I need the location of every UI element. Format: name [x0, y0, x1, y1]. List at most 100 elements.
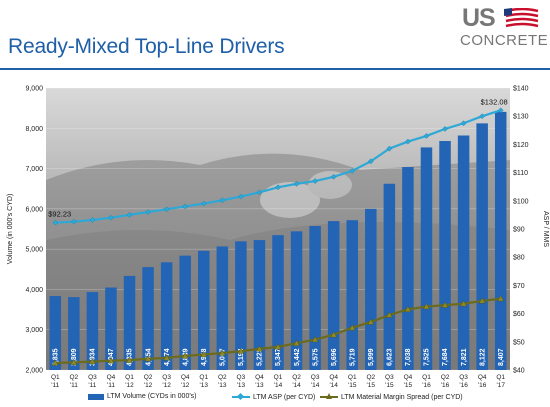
y2-tick-label: $120 [513, 142, 529, 149]
margin-point [404, 305, 412, 312]
asp-point [497, 107, 504, 114]
margin-point [70, 358, 78, 365]
asp-point [386, 145, 393, 152]
volume-bar [272, 235, 284, 370]
margin-spread-line [51, 295, 505, 366]
y2-axis-ticks: $40 $50 $60 $70 $80 $90 $100 $110 $120 $130 $140 [513, 86, 529, 375]
bar-value-label: 3,835 [52, 348, 59, 366]
margin-point [348, 324, 356, 331]
bar-value-label: 7,038 [405, 348, 412, 366]
legend-label-volume: LTM Volume (CYDs in 000's) [107, 393, 197, 400]
legend-item-asp: LTM ASP (per CYD) [232, 392, 315, 401]
y-tick-label: 7,000 [25, 166, 43, 173]
bar-value-label: 5,067 [220, 348, 227, 366]
x-tick-label: Q3 [162, 374, 171, 381]
margin-point [126, 356, 133, 363]
x-tick-label: Q2 [366, 374, 375, 381]
asp-point [460, 120, 467, 127]
x-tick-label: Q1 [51, 374, 60, 381]
margin-point [330, 331, 338, 338]
asp-point [293, 180, 300, 187]
x-tick-label: '11 [51, 382, 59, 389]
margin-point [423, 303, 430, 310]
x-tick-label: Q3 [311, 374, 320, 381]
y-tick-label: 5,000 [25, 247, 43, 254]
x-tick-label: '12 [181, 382, 190, 389]
bar-value-label: 4,335 [127, 348, 134, 366]
y2-tick-label: $70 [513, 283, 525, 290]
x-tick-label: Q3 [88, 374, 97, 381]
y2-tick-label: $50 [513, 339, 525, 346]
x-tick-label: '15 [348, 382, 357, 389]
x-tick-label: '11 [70, 382, 78, 389]
volume-bars [49, 111, 507, 371]
x-tick-label: '16 [422, 382, 431, 389]
bar-value-label: 6,623 [387, 348, 394, 366]
legend-label-margin: LTM Material Margin Spread (per CYD) [341, 393, 463, 401]
x-tick-label: '15 [404, 382, 413, 389]
x-tick-label: Q2 [441, 374, 450, 381]
bar-value-label: 5,347 [275, 348, 282, 366]
margin-point [460, 300, 467, 307]
asp-point [108, 214, 114, 221]
asp-point [126, 212, 133, 218]
x-tick-label: Q2 [70, 374, 79, 381]
asp-point [442, 126, 448, 132]
volume-bar [290, 231, 303, 370]
legend-swatch-volume [88, 393, 104, 400]
volume-bar [86, 292, 99, 370]
x-tick-label: Q4 [329, 374, 338, 381]
legend-swatch-asp [232, 392, 250, 401]
asp-point [89, 217, 96, 223]
asp-point [275, 184, 281, 191]
x-tick-label: '13 [218, 382, 227, 389]
x-tick-label: '12 [144, 382, 153, 389]
x-tick-label: Q3 [459, 374, 468, 381]
bar-value-label: 5,442 [294, 348, 301, 366]
asp-point [330, 173, 337, 180]
y2-tick-label: $110 [513, 170, 528, 177]
x-tick-label: '16 [459, 382, 468, 389]
legend: LTM Volume (CYDs in 000's) LTM ASP (per … [0, 391, 550, 405]
flag-stripes-icon [504, 8, 539, 28]
x-tick-label: '14 [292, 382, 301, 389]
y2-tick-label: $140 [513, 86, 529, 93]
volume-bar [309, 225, 321, 370]
volume-bar [160, 262, 173, 370]
volume-bar [253, 240, 266, 370]
y-axis-label: Volume (in 000's CYD) [7, 194, 14, 265]
bar-value-label: 7,821 [461, 348, 468, 366]
y-tick-label: 3,000 [25, 327, 43, 334]
volume-bar [476, 123, 488, 371]
asp-point [182, 203, 189, 210]
bar-value-label: 5,194 [238, 348, 245, 366]
x-tick-label: '16 [441, 382, 450, 389]
margin-point [89, 358, 96, 365]
volume-bar [439, 141, 451, 370]
y2-tick-label: $40 [513, 368, 525, 375]
margin-point [218, 349, 226, 356]
bar-value-label: 7,525 [424, 348, 431, 366]
y2-tick-label: $80 [513, 255, 525, 262]
x-tick-label: Q2 [218, 374, 227, 381]
volume-bar [420, 147, 433, 370]
asp-point [405, 138, 411, 145]
asp-point [312, 178, 319, 184]
bar-value-label: 5,999 [368, 348, 375, 366]
logo-concrete-text: CONCRETE [460, 32, 549, 49]
y-tick-label: 6,000 [25, 206, 43, 213]
x-tick-label: '17 [496, 382, 505, 389]
margin-point [181, 352, 189, 359]
margin-point [274, 343, 282, 350]
bar-value-label: 8,122 [479, 348, 486, 366]
annotation-label: $92.23 [48, 210, 71, 219]
bar-value-label: 4,958 [201, 348, 208, 366]
y-tick-label: 9,000 [25, 86, 43, 93]
asp-line [52, 107, 504, 226]
x-tick-label: Q1 [274, 374, 283, 381]
asp-point [70, 218, 77, 225]
y-tick-label: 8,000 [25, 126, 43, 133]
margin-point [386, 311, 393, 318]
volume-bar [105, 287, 117, 370]
volume-bar [142, 267, 154, 370]
